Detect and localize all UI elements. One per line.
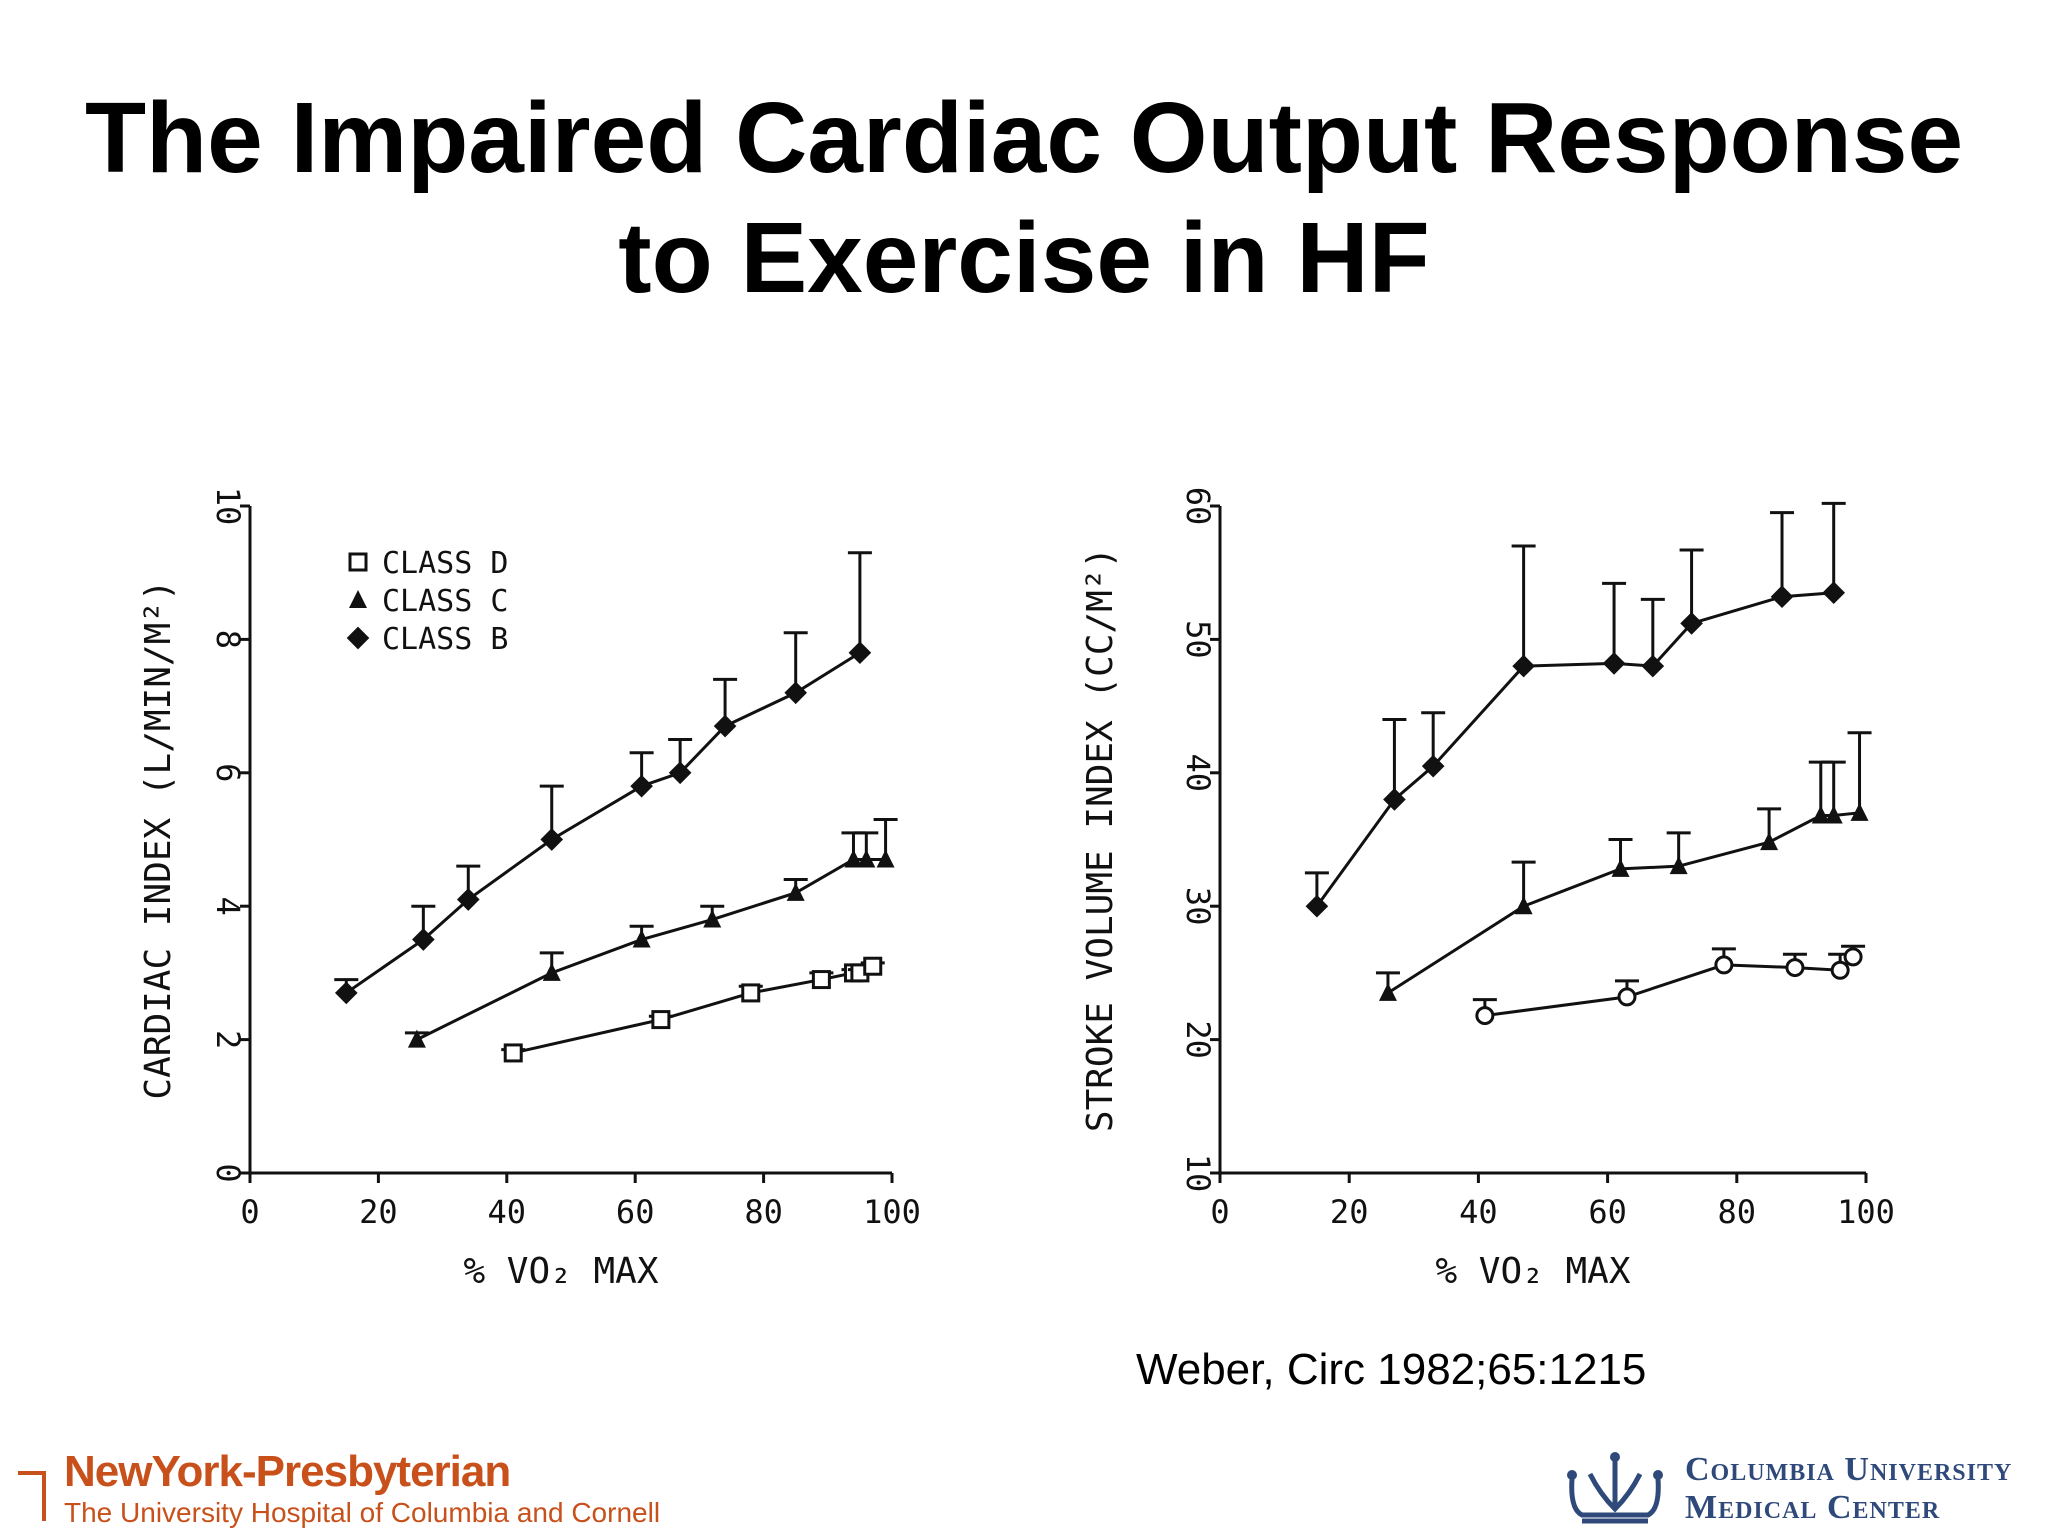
- y-tick-label: 0: [209, 1163, 247, 1182]
- x-axis-label: % VO₂ MAX: [463, 1251, 658, 1292]
- y-tick-label: 60: [1179, 487, 1217, 526]
- legend-label: CLASS C: [382, 584, 508, 619]
- x-axis-label: % VO₂ MAX: [1435, 1251, 1630, 1292]
- data-point: [1830, 960, 1850, 980]
- y-axis-label: STROKE VOLUME INDEX (CC/M²): [1080, 547, 1121, 1132]
- series-triangle: [404, 817, 898, 1048]
- y-tick-label: 6: [209, 763, 247, 782]
- y-tick-label: 30: [1179, 887, 1217, 926]
- y-tick-label: 10: [209, 487, 247, 526]
- data-point: [1714, 955, 1734, 975]
- x-tick-label: 40: [488, 1193, 527, 1231]
- data-point: [786, 882, 805, 901]
- slide-title: The Impaired Cardiac Output Response to …: [0, 78, 2048, 318]
- data-point: [542, 962, 561, 981]
- data-point: [811, 970, 831, 990]
- x-tick-label: 100: [1837, 1193, 1895, 1231]
- y-tick-label: 8: [209, 630, 247, 649]
- series-square: [501, 956, 885, 1063]
- slide-title-line2: to Exercise in HF: [618, 202, 1430, 314]
- data-point: [1811, 805, 1830, 824]
- data-point: [456, 888, 480, 911]
- data-point: [630, 774, 653, 798]
- stroke-volume-index-chart: 0 20 40 60 80 100 10 20 30 40 50 60 % VO₂ MAX STROKE …: [1080, 487, 1895, 1292]
- data-point: [412, 928, 435, 951]
- data-point: [1822, 581, 1846, 605]
- x-tick-label: 60: [1588, 1193, 1627, 1231]
- x-tick-label: 40: [1459, 1193, 1498, 1231]
- data-point: [1421, 754, 1445, 778]
- x-tick-label: 20: [359, 1193, 398, 1231]
- y-tick-label: 20: [1179, 1020, 1217, 1059]
- data-point: [407, 1029, 426, 1048]
- x-tick-label: 20: [1330, 1193, 1369, 1231]
- data-point: [844, 849, 863, 868]
- data-point: [540, 828, 564, 851]
- y-axis-label: CARDIAC INDEX (L/MIN/M²): [138, 579, 179, 1099]
- data-point: [1641, 654, 1665, 678]
- data-point: [1611, 858, 1630, 877]
- data-point: [668, 761, 692, 785]
- slide-title-line1: The Impaired Cardiac Output Response: [84, 82, 1964, 194]
- data-point: [1680, 612, 1703, 635]
- y-tick-label: 50: [1179, 620, 1217, 659]
- x-tick-label: 80: [1718, 1193, 1757, 1231]
- data-point: [1305, 894, 1329, 918]
- y-tick-label: 2: [209, 1030, 247, 1049]
- data-point: [1383, 788, 1406, 811]
- legend-label: CLASS B: [382, 622, 508, 657]
- data-point: [741, 983, 761, 1003]
- x-tick-label: 80: [744, 1193, 783, 1231]
- data-point: [1475, 1006, 1495, 1026]
- legend-marker-triangle: [349, 590, 367, 608]
- series-star: [334, 551, 872, 1005]
- crown-icon: [1567, 1452, 1663, 1524]
- legend-marker-star: [346, 626, 370, 650]
- citation: Weber, Circ 1982;65:1215: [1136, 1345, 1647, 1394]
- x-tick-label: 60: [616, 1193, 655, 1231]
- data-point: [713, 714, 737, 738]
- series-star: [1304, 501, 1846, 918]
- data-point: [1843, 947, 1863, 967]
- nyp-logo: NewYork-Presbyterian The University Hosp…: [16, 1445, 696, 1528]
- data-point: [863, 956, 883, 976]
- x-tick-label: 0: [1210, 1193, 1229, 1231]
- data-point: [857, 849, 876, 868]
- data-point: [1617, 987, 1637, 1007]
- series-circle: [1472, 944, 1866, 1026]
- cumc-line2: Medical Center: [1685, 1489, 1941, 1526]
- data-point: [1850, 802, 1869, 821]
- nyp-name: NewYork-Presbyterian: [64, 1447, 511, 1496]
- legend-label: CLASS D: [382, 546, 508, 581]
- data-point: [334, 981, 358, 1005]
- data-point: [1824, 805, 1843, 824]
- cumc-logo: Columbia University Medical Center: [1560, 1445, 2040, 1530]
- data-point: [503, 1043, 523, 1063]
- data-point: [1785, 958, 1805, 978]
- data-point: [784, 681, 808, 705]
- nyp-subtitle: The University Hospital of Columbia and …: [64, 1497, 661, 1528]
- cumc-line1: Columbia University: [1685, 1451, 2013, 1488]
- y-tick-label: 40: [1179, 754, 1217, 793]
- data-point: [1378, 982, 1397, 1001]
- y-tick-label: 10: [1179, 1154, 1217, 1193]
- series-triangle: [1375, 731, 1872, 1001]
- cardiac-index-chart: 0 20 40 60 80 100 0 2 4 6 8 10 % VO₂ MAX CARDIAC INDE…: [138, 487, 921, 1292]
- data-point: [703, 909, 722, 928]
- data-point: [1602, 652, 1626, 675]
- data-point: [1669, 856, 1688, 875]
- data-point: [1514, 896, 1533, 915]
- data-point: [632, 929, 651, 948]
- data-point: [876, 849, 895, 868]
- data-point: [848, 641, 872, 665]
- data-point: [1760, 832, 1779, 851]
- y-tick-label: 4: [209, 897, 247, 916]
- x-tick-label: 100: [863, 1193, 921, 1231]
- nyp-bracket-icon: [18, 1471, 46, 1521]
- legend-marker-square: [348, 552, 368, 572]
- data-point: [651, 1010, 671, 1030]
- x-tick-label: 0: [240, 1193, 259, 1231]
- data-point: [1770, 585, 1794, 609]
